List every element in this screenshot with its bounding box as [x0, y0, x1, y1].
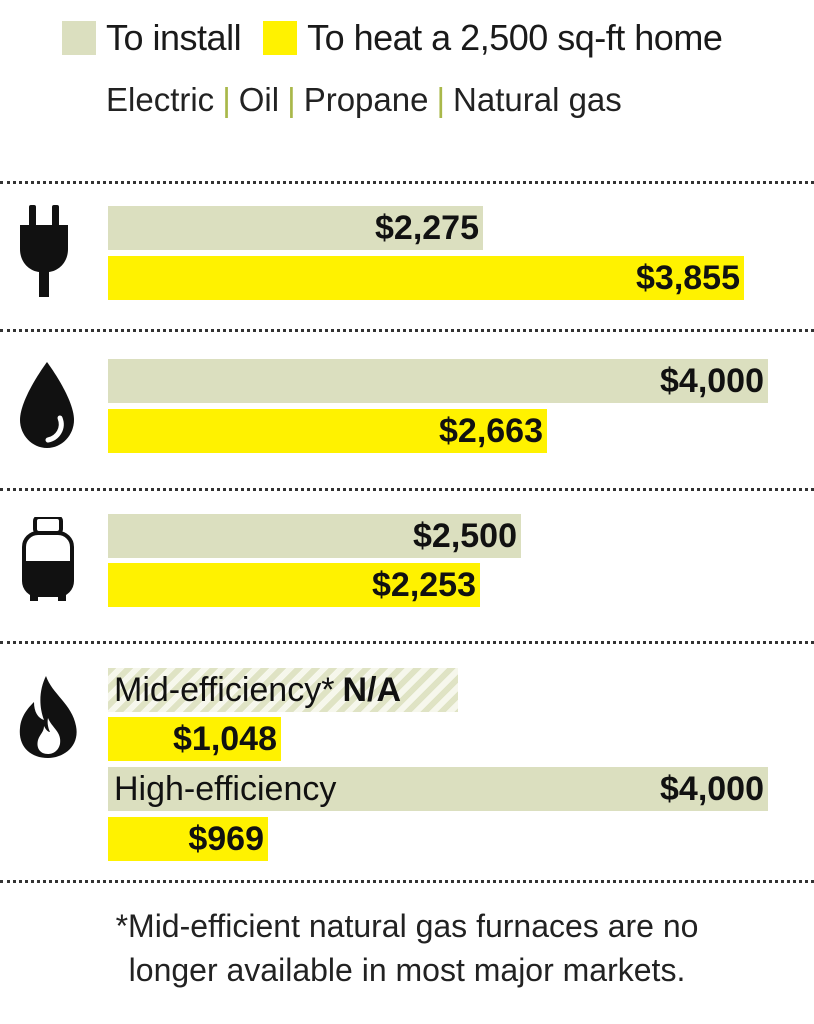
bar-label-oil-install: $4,000	[660, 362, 764, 400]
bar-label-propane-install: $2,500	[413, 517, 517, 555]
divider	[0, 181, 814, 184]
bar-propane-install: $2,500	[108, 514, 521, 558]
fuel-separator: |	[287, 81, 296, 118]
bar-propane-heat: $2,253	[108, 563, 480, 607]
fuel-label-propane: Propane	[303, 81, 429, 118]
bar-oil-install: $4,000	[108, 359, 768, 403]
fuel-label-electric: Electric	[106, 81, 215, 118]
bar-label-electric-heat: $3,855	[636, 259, 740, 297]
gas-mid-label-text: Mid-efficiency*	[114, 671, 335, 709]
bar-label-propane-heat: $2,253	[372, 566, 476, 604]
fuel-label-oil: Oil	[238, 81, 280, 118]
bar-gas-high-install: High-efficiency $4,000	[108, 767, 768, 811]
fuel-separator: |	[436, 81, 446, 118]
bar-label-gas-high-install: $4,000	[660, 770, 764, 808]
footnote-line-1: *Mid-efficient natural gas furnaces are …	[115, 908, 699, 944]
legend-swatch-heat	[263, 21, 298, 55]
legend-label-install: To install	[106, 17, 242, 58]
bar-label-gas-mid-heat: $1,048	[173, 720, 277, 758]
gas-mid-install-na: N/A	[342, 671, 402, 709]
flame-icon	[19, 676, 77, 758]
fuel-label-natural-gas: Natural gas	[453, 81, 622, 118]
bar-oil-heat: $2,663	[108, 409, 547, 453]
legend-label-heat: To heat a 2,500 sq-ft home	[307, 17, 723, 58]
bar-electric-heat: $3,855	[108, 256, 744, 300]
divider	[0, 641, 814, 644]
divider	[0, 880, 814, 883]
bar-label-electric-install: $2,275	[375, 209, 479, 247]
divider	[0, 488, 814, 491]
propane-tank-icon	[22, 517, 74, 601]
legend: To install To heat a 2,500 sq-ft home	[62, 14, 744, 62]
fuel-separator: |	[222, 81, 231, 118]
bar-gas-high-heat: $969	[108, 817, 268, 861]
gas-mid-label: Mid-efficiency* N/A	[114, 668, 401, 712]
footnote-line-2: longer available in most major markets.	[128, 952, 686, 988]
legend-swatch-install	[62, 21, 96, 55]
fuel-type-list: Electric | Oil | Propane | Natural gas	[106, 78, 622, 122]
bar-label-gas-high-heat: $969	[188, 820, 264, 858]
oil-drop-icon	[20, 362, 74, 448]
bar-label-oil-heat: $2,663	[439, 412, 543, 450]
gas-high-label: High-efficiency	[114, 770, 337, 808]
bar-electric-install: $2,275	[108, 206, 483, 250]
plug-icon	[20, 205, 68, 297]
divider	[0, 329, 814, 332]
bar-gas-mid-heat: $1,048	[108, 717, 281, 761]
bar-gas-mid-install-na: Mid-efficiency* N/A	[108, 668, 458, 712]
footnote: *Mid-efficient natural gas furnaces are …	[0, 904, 814, 992]
